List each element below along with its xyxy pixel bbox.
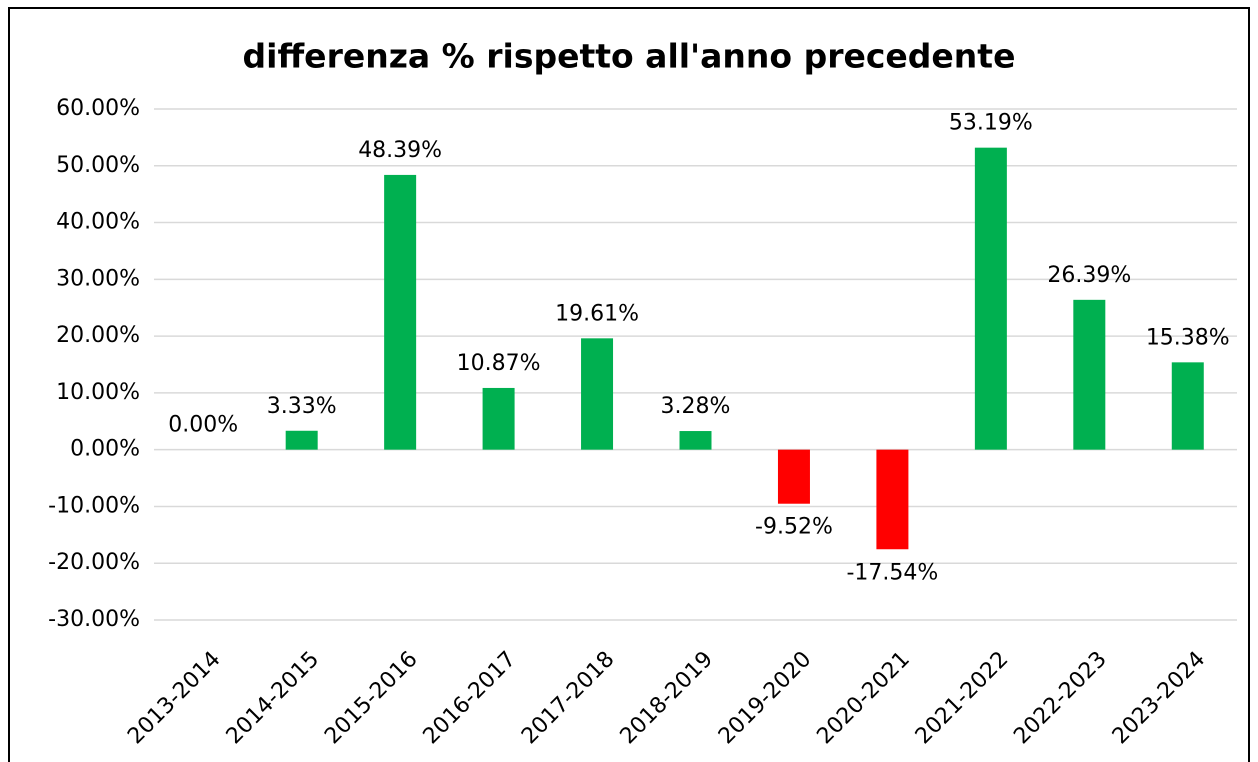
value-label: -17.54%: [846, 560, 938, 585]
bar: [1171, 362, 1204, 450]
bar: [285, 430, 318, 450]
value-label: 15.38%: [1146, 325, 1230, 350]
value-label: 48.39%: [358, 138, 442, 163]
y-tick-label: -10.00%: [48, 493, 140, 518]
y-tick-label: -20.00%: [48, 550, 140, 575]
y-tick-label: -30.00%: [48, 607, 140, 632]
chart-title: differenza % rispetto all'anno precedent…: [243, 37, 1016, 76]
bar: [777, 449, 810, 504]
bar: [581, 338, 614, 450]
value-label: 19.61%: [555, 301, 639, 326]
bar: [1073, 299, 1106, 450]
y-tick-label: 60.00%: [56, 96, 140, 121]
value-label: 3.28%: [661, 394, 731, 419]
y-tick-label: 10.00%: [56, 380, 140, 405]
value-label: 10.87%: [457, 351, 541, 376]
value-label: 0.00%: [168, 413, 238, 438]
value-label: 26.39%: [1047, 263, 1131, 288]
bar: [482, 387, 515, 450]
y-tick-label: 0.00%: [70, 437, 140, 462]
y-tick-label: 50.00%: [56, 153, 140, 178]
chart-frame: [8, 7, 1250, 762]
bar: [679, 431, 712, 450]
bar: [384, 174, 417, 450]
y-tick-label: 20.00%: [56, 323, 140, 348]
bar: [876, 449, 909, 550]
value-label: 53.19%: [949, 111, 1033, 136]
bar: [974, 147, 1007, 450]
value-label: 3.33%: [267, 394, 337, 419]
y-tick-label: 30.00%: [56, 266, 140, 291]
value-label: -9.52%: [755, 515, 833, 540]
y-tick-label: 40.00%: [56, 210, 140, 235]
